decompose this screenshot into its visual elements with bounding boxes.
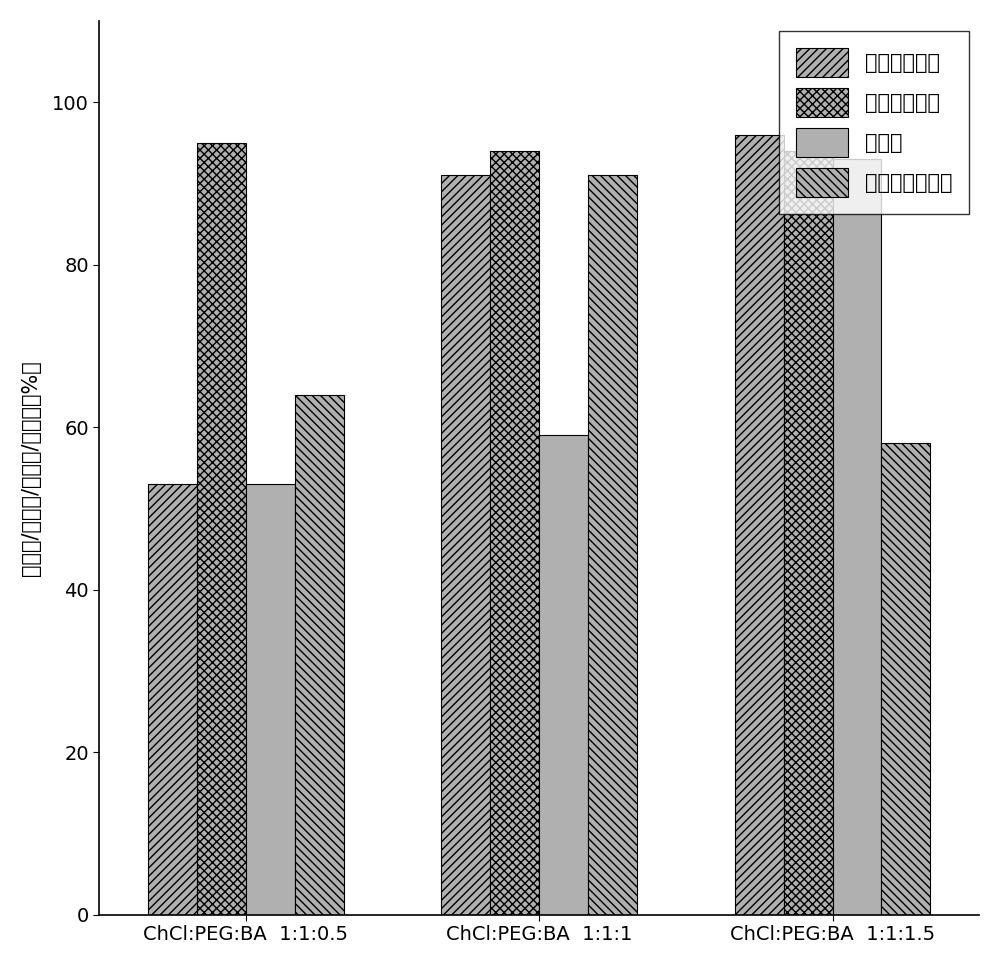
Bar	[833, 159, 881, 915]
Bar	[539, 435, 588, 915]
Bar	[148, 484, 197, 915]
Bar	[197, 143, 246, 915]
Bar	[735, 134, 784, 915]
Bar	[295, 395, 344, 915]
Bar	[246, 484, 295, 915]
Bar	[441, 176, 490, 915]
Bar	[490, 151, 539, 915]
Bar	[881, 443, 930, 915]
Y-axis label: 去除率/回收率/糖化率/结晶度（%）: 去除率/回收率/糖化率/结晶度（%）	[21, 360, 41, 576]
Legend: 木质素去除率, 纤维素回收率, 糖化率, 纤维素的结晶度: 木质素去除率, 纤维素回收率, 糖化率, 纤维素的结晶度	[779, 31, 969, 214]
Bar	[784, 151, 833, 915]
Bar	[588, 176, 637, 915]
